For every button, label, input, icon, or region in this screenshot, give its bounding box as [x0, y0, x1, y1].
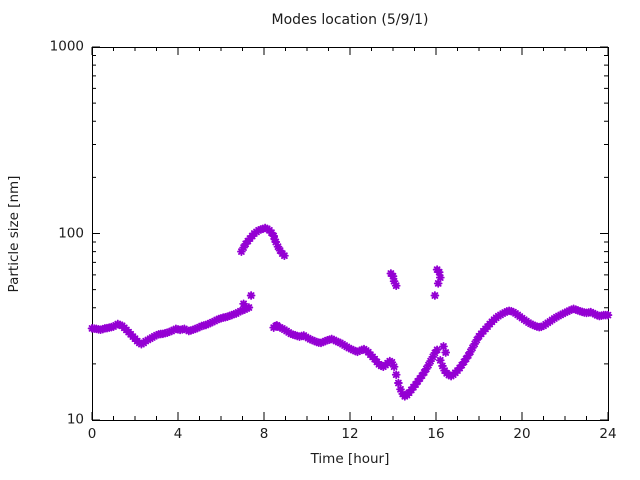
x-axis-label: Time [hour] [310, 451, 390, 467]
series-scattered-mid-size-points [239, 265, 451, 357]
chart-title: Modes location (5/9/1) [271, 12, 429, 28]
y-tick-label: 100 [58, 224, 84, 241]
x-tick-label: 16 [427, 426, 445, 442]
x-tick-label: 12 [341, 426, 359, 442]
series-morning-large-mode-arch [237, 223, 289, 261]
axis-ticks [91, 46, 609, 421]
plot-frame [92, 47, 609, 421]
x-tick-label: 8 [259, 426, 269, 442]
x-tick-label: 4 [173, 426, 183, 442]
x-tick-label: 0 [87, 426, 97, 442]
series-main-mode-band [87, 303, 613, 401]
x-tick-label: 24 [599, 426, 617, 442]
y-tick-label: 1000 [49, 38, 84, 55]
x-tick-label: 20 [513, 426, 531, 442]
y-tick-label: 10 [66, 411, 84, 428]
